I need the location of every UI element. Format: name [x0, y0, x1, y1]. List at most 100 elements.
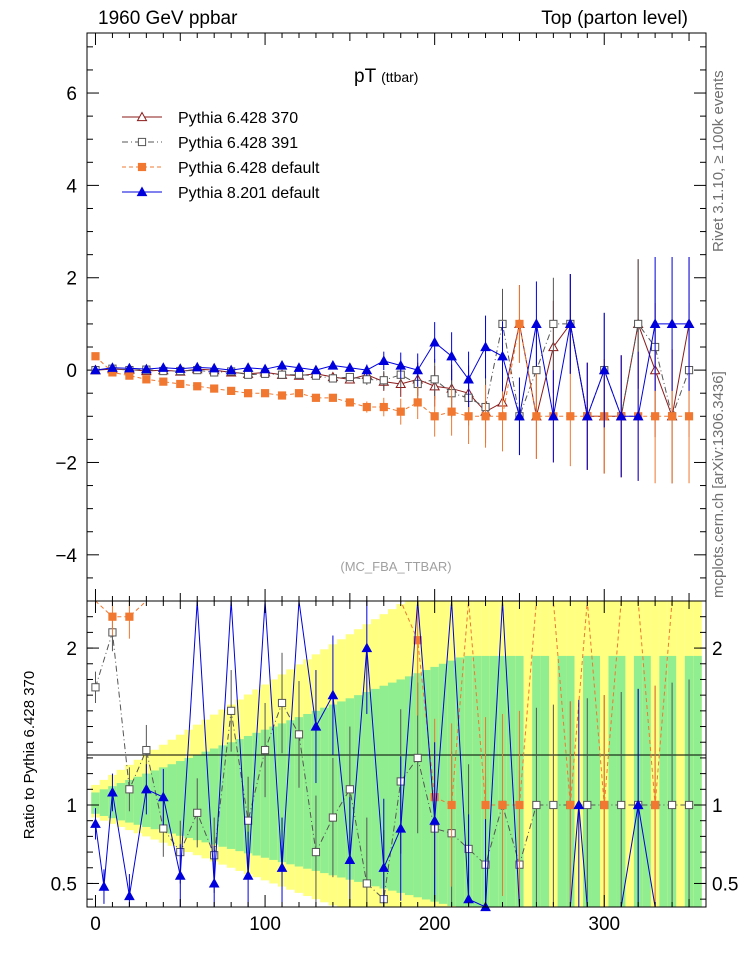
ratio-band-inner	[557, 655, 567, 907]
ratio-data-point	[91, 683, 100, 692]
main-data-point	[396, 407, 405, 416]
main-data-point	[515, 319, 524, 329]
x-tick-label: 100	[249, 914, 281, 935]
ratio-band-inner	[209, 748, 219, 845]
ratio-band-inner	[226, 742, 236, 849]
main-data-point	[548, 410, 559, 421]
main-data-point	[497, 350, 508, 361]
main-data-point	[684, 412, 694, 421]
ratio-band-inner	[404, 676, 414, 896]
ratio-band-inner	[167, 764, 177, 834]
ratio-data-point	[125, 612, 134, 621]
ratio-band-inner	[252, 732, 261, 856]
ratio-data-point	[498, 800, 507, 810]
ratio-data-point	[260, 745, 270, 755]
ratio-y-tick-labels: 0.5 0.5 1 1 2 2	[51, 639, 739, 895]
main-data-point	[328, 374, 338, 383]
ratio-data-point	[141, 783, 152, 794]
main-data-point	[277, 370, 287, 379]
ratio-data-point	[447, 800, 456, 810]
main-data-point	[345, 398, 354, 407]
main-data-point	[174, 363, 186, 373]
main-data-point	[362, 375, 371, 384]
ratio-data-point	[378, 862, 390, 872]
ratio-plot-frame	[86, 600, 707, 908]
main-data-point	[191, 361, 203, 372]
main-data-point	[615, 410, 627, 421]
ratio-data-point	[549, 800, 558, 810]
ratio-band-inner	[184, 757, 193, 838]
main-data-point	[124, 362, 135, 373]
main-data-point	[208, 362, 220, 373]
ratio-y-tick-label-left: 1	[66, 796, 77, 817]
ratio-data-point	[515, 800, 524, 810]
main-data-point	[157, 362, 169, 372]
main-data-point	[632, 410, 644, 421]
main-data-point	[310, 364, 322, 375]
main-data-point	[412, 364, 424, 375]
main-data-point	[244, 389, 253, 398]
main-data-point	[566, 412, 575, 421]
main-data-point	[446, 350, 457, 361]
x-tick-label: 300	[588, 914, 620, 935]
main-plot-panel: 6 4 2 0 −2 −4 pT (ttbar) (MC_FBA_TTBAR) Pythi…	[55, 32, 707, 602]
ratio-data-point	[294, 730, 304, 739]
ratio-band-inner	[693, 655, 702, 907]
ratio-y-axis-label: Ratio to Pythia 6.428 370	[21, 671, 38, 839]
ratio-band-inner	[388, 682, 397, 891]
main-data-point	[378, 355, 390, 365]
ratio-series-layer	[90, 600, 694, 912]
ratio-series-2	[90, 600, 656, 912]
main-data-point	[210, 384, 219, 393]
mcplots-label: mcplots.cern.ch [arXiv:1306.3436]	[710, 371, 727, 598]
main-data-point	[193, 382, 202, 391]
main-data-point	[430, 375, 439, 384]
main-y-tick-label: 2	[66, 269, 77, 290]
ratio-data-point	[361, 642, 373, 653]
legend-item: Pythia 6.428 391	[122, 135, 298, 152]
main-data-point	[532, 366, 541, 375]
ratio-data-point	[684, 800, 694, 810]
ratio-data-point	[413, 636, 422, 645]
ratio-band-inner	[438, 663, 448, 904]
main-data-point	[344, 362, 356, 372]
ratio-band-inner	[150, 770, 160, 830]
main-plot-frame	[86, 32, 707, 602]
main-data-point	[666, 318, 678, 329]
ratio-series-line	[94, 600, 656, 908]
ratio-band-inner	[421, 670, 431, 900]
analysis-label: (MC_FBA_TTBAR)	[340, 559, 451, 574]
main-data-point	[293, 362, 305, 372]
main-data-point	[549, 319, 558, 329]
ratio-band-inner	[506, 655, 516, 907]
main-data-point	[430, 412, 439, 421]
ratio-data-point	[125, 785, 134, 794]
ratio-data-point	[90, 818, 101, 828]
ratio-data-point	[242, 870, 254, 880]
x-tick-label: 0	[90, 914, 101, 935]
main-data-point	[598, 364, 610, 375]
main-data-point	[361, 364, 373, 375]
main-data-point	[107, 362, 118, 372]
main-data-point	[498, 412, 507, 421]
ratio-data-point	[573, 799, 585, 810]
ratio-data-point	[98, 881, 110, 891]
ratio-band-inner	[320, 707, 329, 874]
ratio-data-point	[429, 815, 441, 825]
ratio-band-outer	[676, 601, 685, 907]
main-data-point	[176, 379, 185, 389]
ratio-data-point	[481, 800, 490, 810]
main-data-point	[225, 364, 237, 375]
legend-item: Pythia 6.428 default	[122, 160, 320, 177]
legend-label: Pythia 6.428 391	[178, 135, 298, 152]
ratio-band-inner	[337, 701, 346, 878]
ratio-data-point	[566, 800, 575, 810]
ratio-band-inner	[642, 655, 651, 907]
ratio-data-point	[108, 612, 117, 621]
main-y-tick-label: −4	[55, 546, 77, 567]
ratio-band-inner	[294, 717, 304, 867]
ratio-band-inner	[489, 655, 499, 907]
main-data-point	[379, 402, 388, 412]
ratio-y-tick-label-right: 0.5	[712, 874, 738, 895]
